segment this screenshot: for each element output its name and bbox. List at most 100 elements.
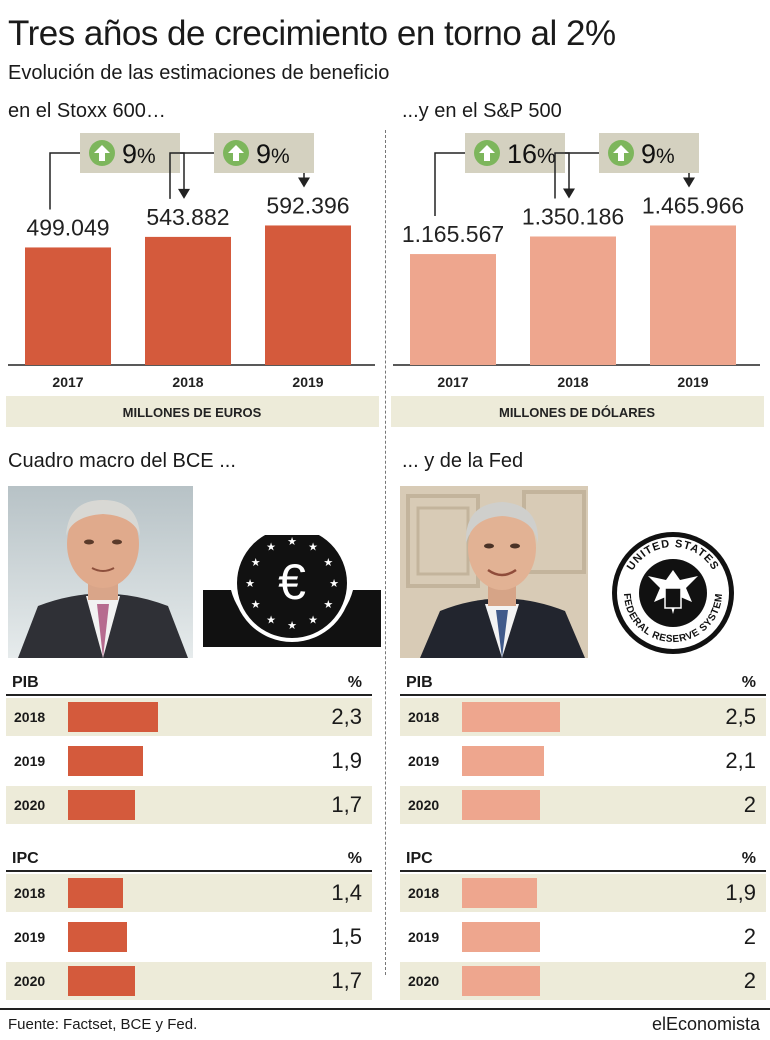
row-year: 2019 [14, 753, 46, 769]
category-label-2017: 2017 [52, 374, 83, 390]
table-rule [6, 870, 372, 872]
value-label-2017: 1.165.567 [402, 221, 504, 247]
stoxx-bar-chart: 499.049 2017 543.882 2018 592.396 2019 MILLONE… [6, 133, 379, 427]
up-arrow-circle-icon [223, 140, 249, 166]
value-label-2017: 499.049 [26, 214, 109, 240]
category-label-2018: 2018 [557, 374, 588, 390]
unit-band [6, 396, 379, 427]
fed-seal-icon: UNITED STATES FEDERAL RESERVE SYSTEM [610, 530, 736, 656]
row-value: 1,9 [725, 880, 756, 905]
change-indicator-1: 9% [49, 133, 190, 210]
unit-band [391, 396, 764, 427]
brand-logo: elEconomista [651, 1014, 760, 1034]
macro-table-ipc: IPC% 2018 1,9 2019 2 2020 2 [400, 848, 766, 1000]
eu-star-icon: ★ [266, 614, 276, 626]
ecb-section-title: Cuadro macro del BCE ... [8, 450, 236, 472]
table-row: 2018 1,9 [400, 874, 766, 912]
bar-2018 [530, 236, 616, 365]
row-value: 2 [743, 924, 756, 949]
bar-2017 [25, 247, 111, 365]
sp500-bar-chart: 1.165.567 2017 1.350.186 2018 1.465.966 2019 M… [391, 133, 764, 427]
eu-star-icon: ★ [329, 578, 339, 590]
row-year: 2020 [408, 797, 440, 813]
svg-text:€: € [278, 554, 306, 610]
eu-star-icon: ★ [308, 614, 318, 626]
ecb-president-photo [8, 486, 193, 658]
down-arrow-icon [563, 188, 575, 199]
row-value: 1,7 [331, 792, 362, 817]
eu-star-icon: ★ [323, 557, 333, 569]
row-bar [462, 790, 540, 820]
table-unit: % [741, 674, 756, 691]
table-rule [400, 694, 766, 696]
euro-emblem-icon: ★ ★ ★ ★ ★ ★ ★ ★ ★ ★ ★ ★ € [203, 524, 383, 650]
row-value: 2,1 [725, 748, 756, 773]
row-bar [462, 922, 540, 952]
down-arrow-icon [298, 177, 310, 188]
table-unit: % [347, 674, 362, 691]
sp500-chart-title: ...y en el S&P 500 [402, 100, 562, 122]
row-year: 2020 [14, 797, 46, 813]
connector-line [434, 152, 465, 217]
value-label-2018: 1.350.186 [522, 203, 624, 229]
table-row: 2020 1,7 [6, 786, 372, 824]
row-value: 1,4 [331, 880, 362, 905]
table-row: 2020 1,7 [6, 962, 372, 1000]
row-bar [68, 746, 143, 776]
row-year: 2019 [408, 929, 440, 945]
connector-line [49, 152, 80, 210]
stoxx-chart-title: en el Stoxx 600… [8, 100, 166, 122]
eu-star-icon: ★ [323, 599, 333, 611]
eu-star-icon: ★ [287, 536, 297, 548]
change-indicator-1: 16% [434, 133, 575, 217]
source-note: Fuente: Factset, BCE y Fed. [8, 1016, 198, 1033]
change-indicator-2: 9% [169, 133, 314, 199]
macro-table-pib: PIB% 2018 2,5 2019 2,1 2020 2 [400, 672, 766, 824]
up-arrow-circle-icon [608, 140, 634, 166]
up-arrow-circle-icon [474, 140, 500, 166]
category-label-2018: 2018 [172, 374, 203, 390]
row-year: 2018 [14, 885, 46, 901]
eu-star-icon: ★ [287, 620, 297, 632]
page-subtitle: Evolución de las estimaciones de benefic… [8, 62, 390, 84]
unit-label: MILLONES DE DÓLARES [499, 405, 655, 420]
row-bar [462, 702, 560, 732]
row-year: 2020 [14, 973, 46, 989]
bar-2019 [650, 225, 736, 365]
bar-2019 [265, 225, 351, 365]
eu-star-icon: ★ [308, 542, 318, 554]
value-label-2018: 543.882 [146, 204, 229, 230]
row-value: 1,7 [331, 968, 362, 993]
row-value: 2,5 [725, 704, 756, 729]
row-value: 1,5 [331, 924, 362, 949]
table-row: 2019 2,1 [400, 742, 766, 780]
table-row: 2018 2,5 [400, 698, 766, 736]
row-value: 1,9 [331, 748, 362, 773]
eu-star-icon: ★ [245, 578, 255, 590]
row-bar [68, 966, 135, 996]
table-row: 2019 1,5 [6, 918, 372, 956]
eu-star-icon: ★ [251, 599, 261, 611]
row-year: 2020 [408, 973, 440, 989]
bar-2018 [145, 236, 231, 365]
category-label-2019: 2019 [677, 374, 708, 390]
page-title: Tres años de crecimiento en torno al 2% [8, 14, 616, 53]
value-label-2019: 592.396 [266, 192, 349, 218]
fed-chair-photo [400, 486, 588, 658]
table-row: 2018 1,4 [6, 874, 372, 912]
eu-star-icon: ★ [251, 557, 261, 569]
row-bar [68, 702, 158, 732]
column-divider [385, 130, 386, 975]
table-row: 2018 2,3 [6, 698, 372, 736]
category-label-2019: 2019 [292, 374, 323, 390]
row-year: 2019 [14, 929, 46, 945]
row-value: 2,3 [331, 704, 362, 729]
table-row: 2020 2 [400, 786, 766, 824]
connector-line [565, 152, 570, 191]
value-label-2019: 1.465.966 [642, 192, 744, 218]
row-bar [68, 878, 123, 908]
table-row: 2020 2 [400, 962, 766, 1000]
connector-line [180, 152, 185, 191]
row-bar [462, 966, 540, 996]
change-indicator-2: 9% [554, 133, 699, 199]
